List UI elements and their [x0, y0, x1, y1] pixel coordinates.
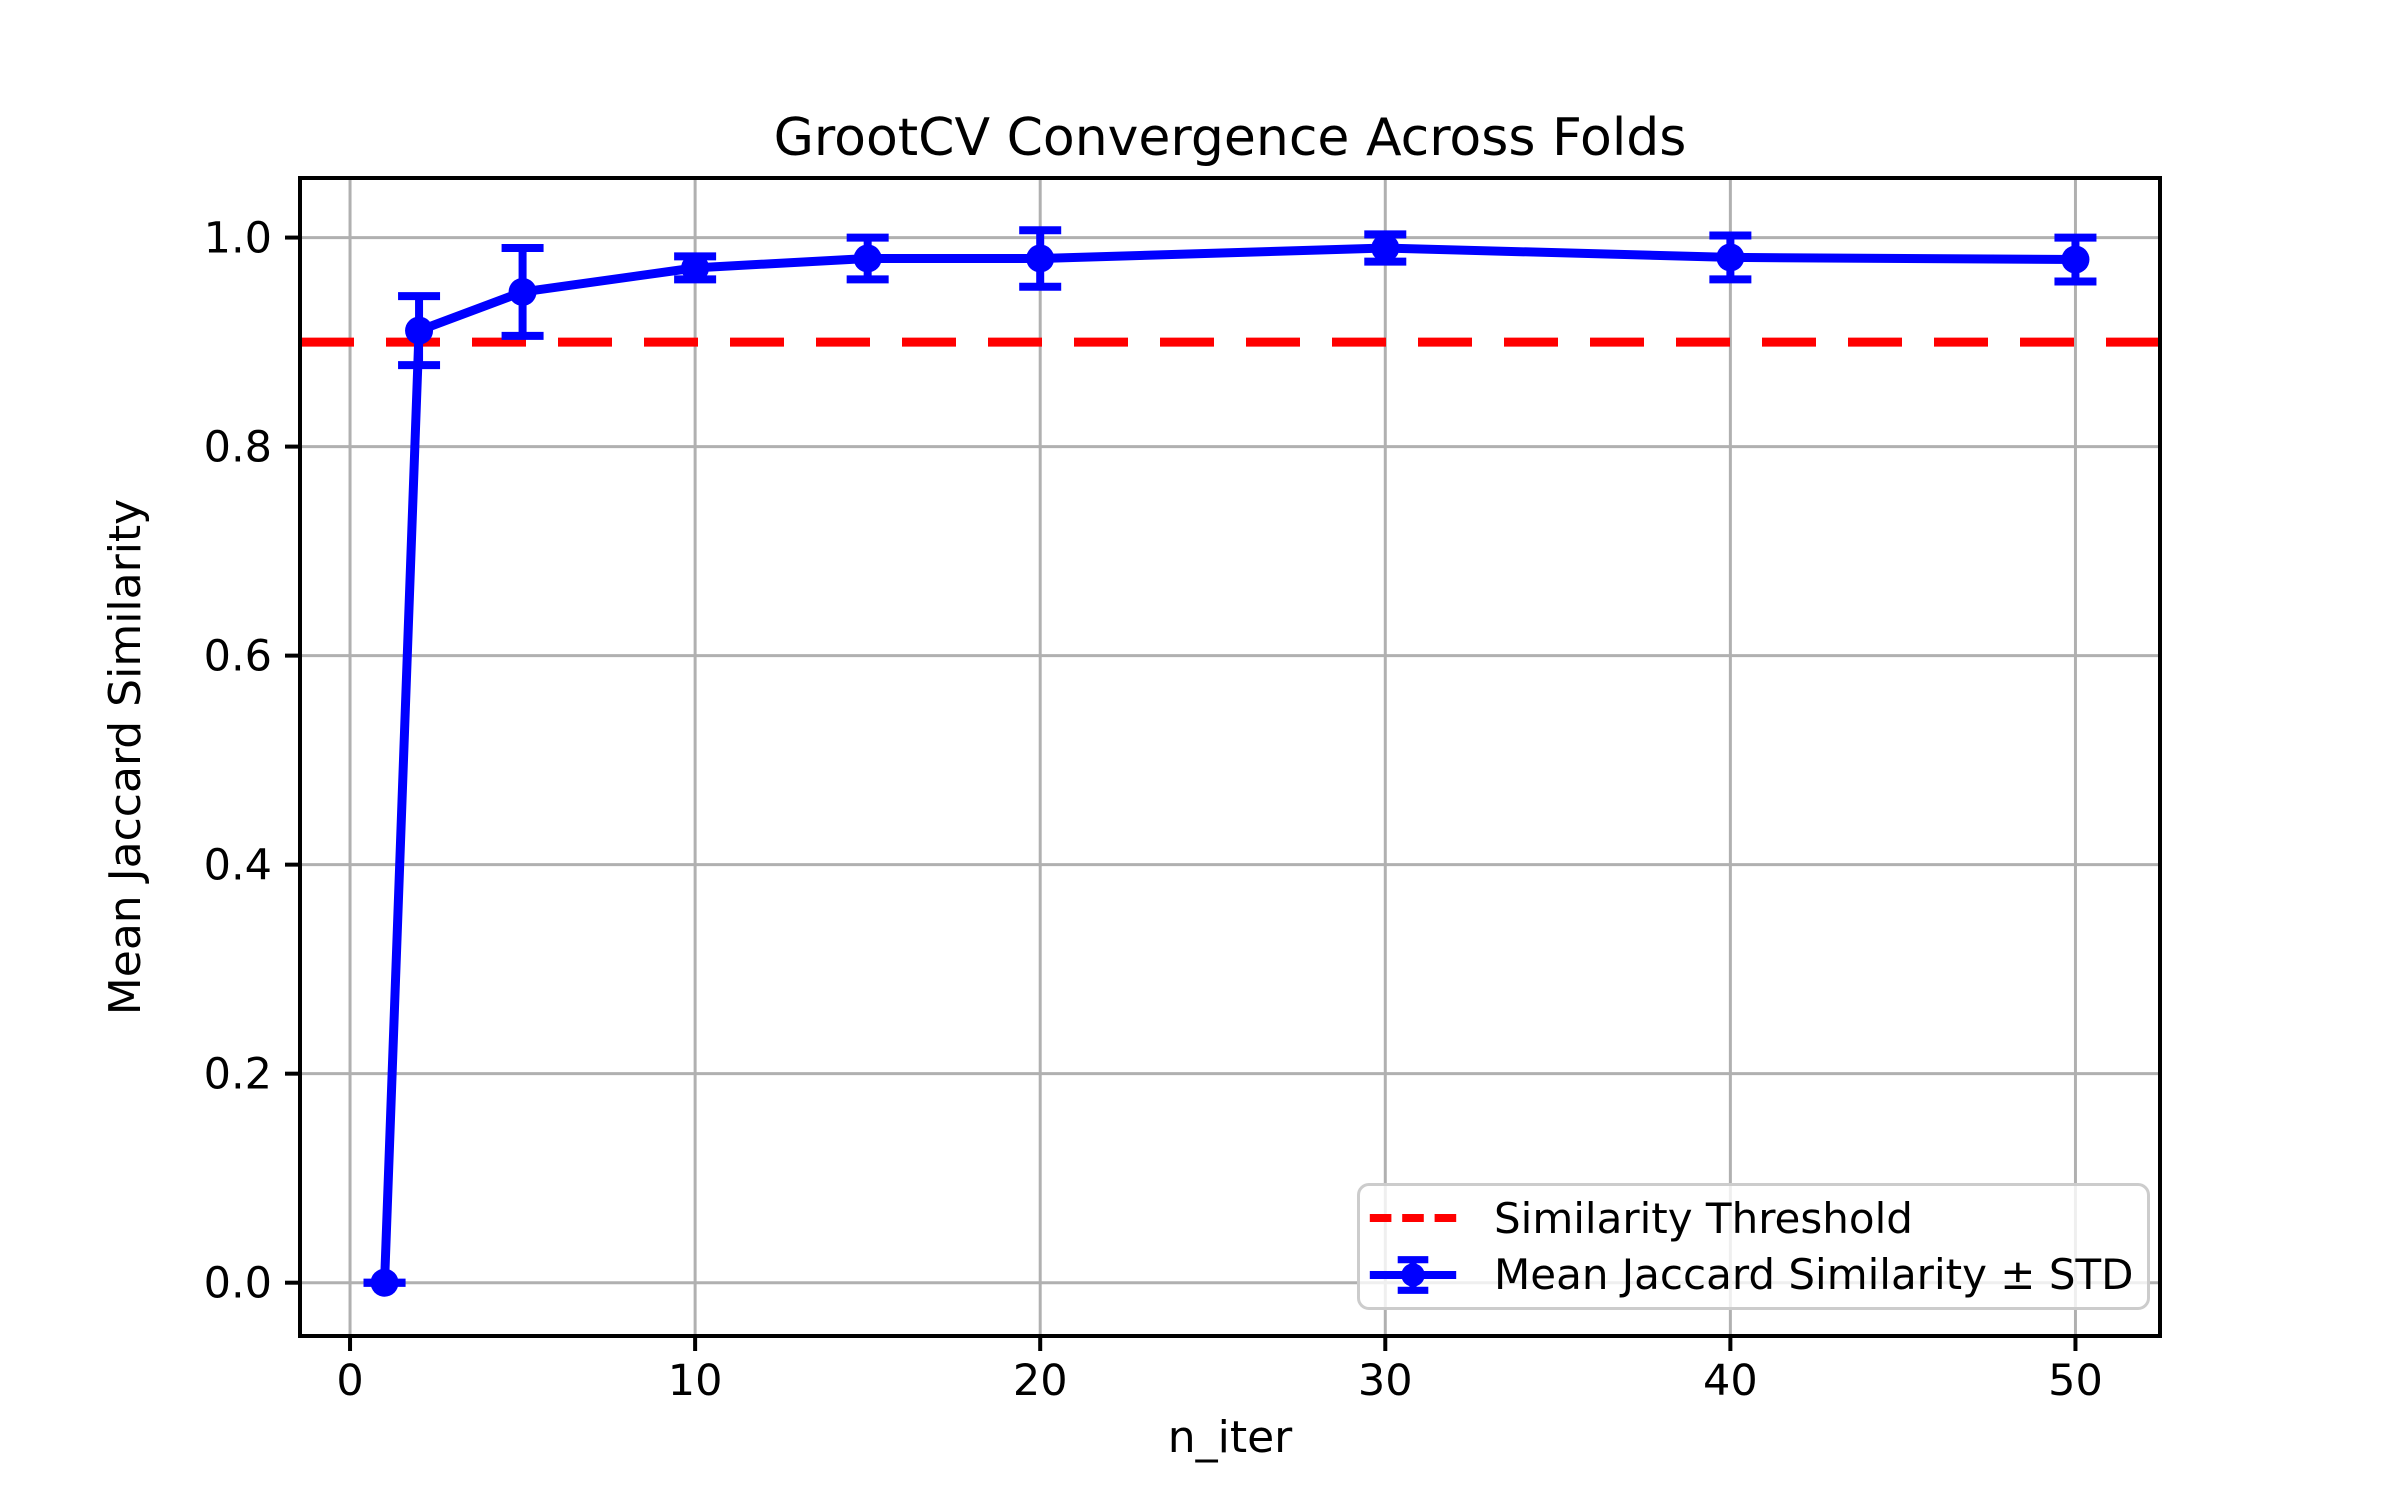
data-point-marker [405, 316, 434, 345]
data-point-marker [1371, 234, 1400, 263]
tick-layer: 0 10 20 30 40 50 0.0 0.2 0.4 0.6 0.8 1.0 [204, 214, 2103, 1406]
legend: Similarity Threshold Mean Jaccard Simila… [1357, 1183, 2150, 1310]
data-point-marker [1026, 244, 1055, 273]
y-axis-label: Mean Jaccard Similarity [100, 499, 151, 1015]
errorbar-marker-icon [1369, 1255, 1457, 1294]
series-line [380, 243, 2076, 1283]
y-tick-label: 1.0 [204, 214, 272, 264]
y-tick-label: 0.0 [204, 1259, 272, 1309]
dashed-line-icon [1369, 1214, 1457, 1223]
plot-frame [298, 176, 2162, 1338]
legend-label-threshold: Similarity Threshold [1494, 1193, 1913, 1243]
y-tick-label: 0.2 [204, 1050, 272, 1100]
data-point-marker [508, 277, 537, 306]
x-tick-label: 20 [1013, 1356, 1068, 1406]
x-tick-label: 0 [336, 1356, 363, 1406]
data-point-marker [2061, 245, 2090, 274]
x-tick-label: 10 [668, 1356, 723, 1406]
data-point-marker [853, 244, 882, 273]
y-tick-label: 0.4 [204, 841, 272, 891]
legend-item-threshold: Similarity Threshold [1368, 1194, 2137, 1243]
chart-title: GrootCV Convergence Across Folds [774, 108, 1687, 168]
x-tick-label: 30 [1358, 1356, 1413, 1406]
grid-layer [300, 178, 2160, 1336]
x-tick-label: 40 [1703, 1356, 1758, 1406]
x-tick-label: 50 [2048, 1356, 2103, 1406]
legend-label-series: Mean Jaccard Similarity ± STD [1494, 1250, 2134, 1300]
data-point-marker [370, 1268, 399, 1297]
legend-item-series: Mean Jaccard Similarity ± STD [1368, 1250, 2137, 1299]
data-point-marker [681, 253, 710, 282]
x-axis-label: n_iter [1168, 1412, 1293, 1463]
data-point-marker [1716, 243, 1745, 272]
series-layer [300, 226, 2160, 1297]
y-tick-label: 0.8 [204, 423, 272, 473]
y-tick-label: 0.6 [204, 632, 272, 682]
